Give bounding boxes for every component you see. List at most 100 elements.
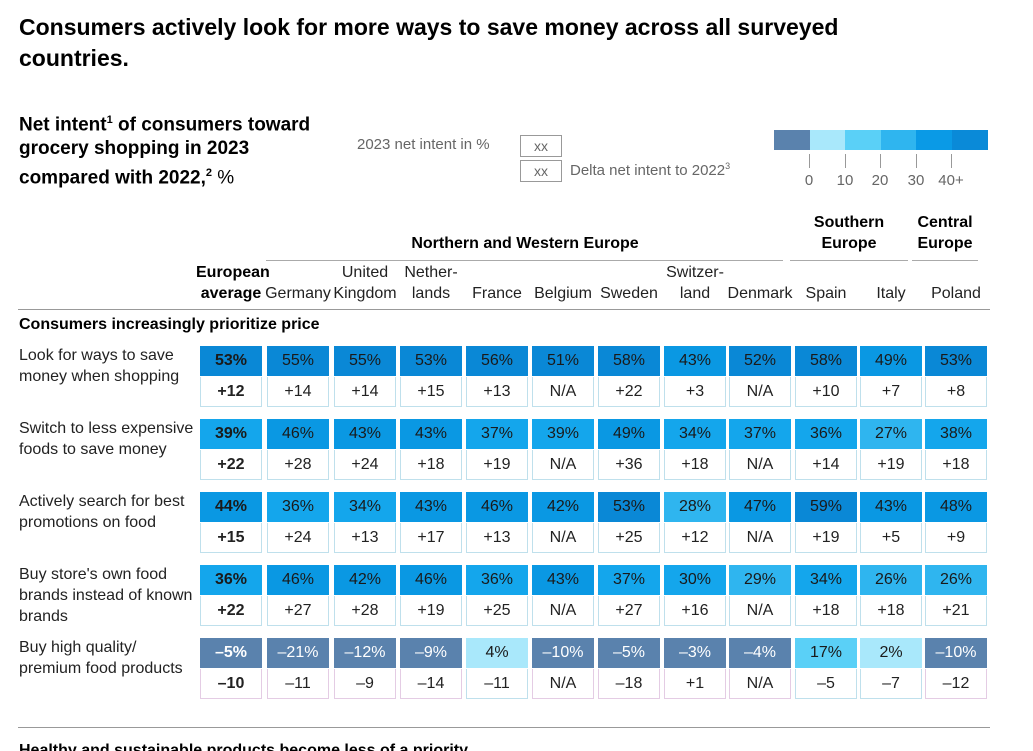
cell-delta: N/A bbox=[729, 596, 791, 626]
scale-segment bbox=[774, 130, 810, 150]
column-header-line2: Spain bbox=[805, 285, 847, 302]
cell-net-intent: 38% bbox=[925, 419, 987, 449]
region-southern-rule bbox=[790, 260, 908, 261]
cell-delta: +18 bbox=[400, 450, 462, 480]
column-header: Spain bbox=[791, 262, 861, 304]
cell-net-intent: –3% bbox=[664, 638, 726, 668]
row-label: Buy store's own food brands instead of k… bbox=[19, 566, 193, 625]
cell-delta: –18 bbox=[598, 669, 660, 699]
cell-delta: +17 bbox=[400, 523, 462, 553]
cell-net-intent: –9% bbox=[400, 638, 462, 668]
cell-delta: N/A bbox=[532, 669, 594, 699]
column-header-line2: lands bbox=[411, 285, 451, 302]
footer-rule bbox=[18, 727, 990, 728]
cell-delta: N/A bbox=[532, 450, 594, 480]
cell-delta: –14 bbox=[400, 669, 462, 699]
cell-delta: +24 bbox=[334, 450, 396, 480]
cell-net-intent: 58% bbox=[795, 346, 857, 376]
row-label: Buy high quality/ premium food products bbox=[19, 639, 183, 677]
cell-net-intent: 49% bbox=[860, 346, 922, 376]
cell-net-intent: 42% bbox=[532, 492, 594, 522]
cell-delta: +19 bbox=[400, 596, 462, 626]
cell-net-intent: 51% bbox=[532, 346, 594, 376]
cell-net-intent: 37% bbox=[598, 565, 660, 595]
column-header: Germany bbox=[263, 262, 333, 304]
cell-net-intent: 34% bbox=[334, 492, 396, 522]
cell-delta: +19 bbox=[860, 450, 922, 480]
cell-net-intent: 52% bbox=[729, 346, 791, 376]
cell-net-intent: 47% bbox=[729, 492, 791, 522]
cell-net-intent: 4% bbox=[466, 638, 528, 668]
scale-tick bbox=[809, 154, 810, 168]
scale-tick bbox=[845, 154, 846, 168]
cell-delta: +22 bbox=[200, 450, 262, 480]
cell-delta: –5 bbox=[795, 669, 857, 699]
cell-delta: –12 bbox=[925, 669, 987, 699]
scale-tick-label: 20 bbox=[871, 172, 889, 189]
cell-delta: +18 bbox=[664, 450, 726, 480]
cell-delta: +27 bbox=[598, 596, 660, 626]
cell-net-intent: –12% bbox=[334, 638, 396, 668]
column-header-line2: Kingdom bbox=[333, 285, 397, 302]
column-header-line2: average bbox=[200, 285, 262, 302]
column-header: Poland bbox=[921, 262, 991, 304]
cell-delta: +15 bbox=[400, 377, 462, 407]
cell-net-intent: 26% bbox=[925, 565, 987, 595]
column-header-line1: Switzer- bbox=[666, 264, 724, 281]
scale-tick-label: 0 bbox=[804, 172, 814, 189]
cell-net-intent: 36% bbox=[466, 565, 528, 595]
cell-delta: –9 bbox=[334, 669, 396, 699]
cell-delta: +5 bbox=[860, 523, 922, 553]
scale-segment bbox=[809, 130, 846, 150]
cell-delta: –7 bbox=[860, 669, 922, 699]
cell-net-intent: 36% bbox=[200, 565, 262, 595]
cell-delta: N/A bbox=[729, 377, 791, 407]
cell-delta: +18 bbox=[795, 596, 857, 626]
legend-delta-box: xx bbox=[520, 160, 562, 182]
cell-delta: +10 bbox=[795, 377, 857, 407]
column-header: Belgium bbox=[528, 262, 598, 304]
column-header: Sweden bbox=[594, 262, 664, 304]
cell-net-intent: 43% bbox=[860, 492, 922, 522]
chart-headline: Consumers actively look for more ways to… bbox=[19, 14, 839, 71]
cell-net-intent: 53% bbox=[598, 492, 660, 522]
region-northern-western-rule bbox=[266, 260, 783, 261]
cell-net-intent: 55% bbox=[267, 346, 329, 376]
cell-net-intent: 43% bbox=[334, 419, 396, 449]
cell-net-intent: 55% bbox=[334, 346, 396, 376]
cell-net-intent: 58% bbox=[598, 346, 660, 376]
scale-tick bbox=[951, 154, 952, 168]
cell-delta: +12 bbox=[664, 523, 726, 553]
cell-net-intent: –21% bbox=[267, 638, 329, 668]
cell-net-intent: 26% bbox=[860, 565, 922, 595]
cell-delta: +12 bbox=[200, 377, 262, 407]
cell-net-intent: 37% bbox=[466, 419, 528, 449]
cell-delta: +14 bbox=[267, 377, 329, 407]
cell-delta: +9 bbox=[925, 523, 987, 553]
cell-delta: +22 bbox=[200, 596, 262, 626]
region-central: Central Europe bbox=[917, 214, 973, 252]
row-label: Look for ways to save money when shoppin… bbox=[19, 347, 180, 385]
cell-delta: N/A bbox=[532, 377, 594, 407]
cell-net-intent: 46% bbox=[267, 419, 329, 449]
cell-delta: +13 bbox=[466, 523, 528, 553]
region-northern-western: Northern and Western Europe bbox=[411, 235, 639, 252]
scale-tick-label: 40+ bbox=[938, 172, 964, 189]
cell-net-intent: 43% bbox=[400, 492, 462, 522]
column-header: France bbox=[462, 262, 532, 304]
cell-delta: +8 bbox=[925, 377, 987, 407]
cell-net-intent: –10% bbox=[925, 638, 987, 668]
cell-net-intent: 39% bbox=[532, 419, 594, 449]
cell-net-intent: 34% bbox=[664, 419, 726, 449]
cell-net-intent: 46% bbox=[267, 565, 329, 595]
cell-delta: +25 bbox=[598, 523, 660, 553]
cell-delta: +3 bbox=[664, 377, 726, 407]
column-header-line2: Denmark bbox=[727, 285, 793, 302]
scale-tick-label: 30 bbox=[907, 172, 925, 189]
cell-net-intent: 53% bbox=[400, 346, 462, 376]
cell-delta: +15 bbox=[200, 523, 262, 553]
cell-delta: –11 bbox=[466, 669, 528, 699]
cell-delta: +18 bbox=[860, 596, 922, 626]
legend-color-scale: 0 10 20 30 40+ bbox=[774, 130, 988, 190]
column-header-line2: land bbox=[679, 285, 711, 302]
